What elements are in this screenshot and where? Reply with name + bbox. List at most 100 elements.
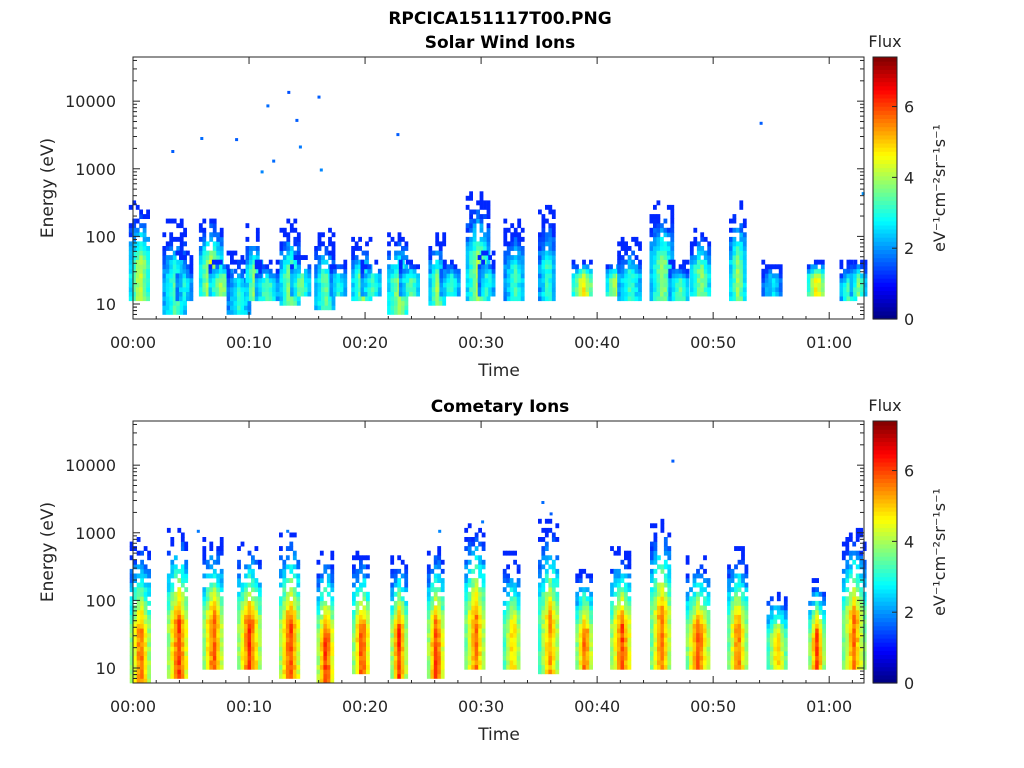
spectrogram-cell bbox=[215, 259, 220, 265]
spectrogram-cell bbox=[179, 268, 184, 274]
spectrogram-cell bbox=[474, 610, 479, 615]
spectrogram-cell bbox=[282, 619, 287, 624]
spectrogram-cell bbox=[279, 673, 283, 679]
spectrogram-cell bbox=[775, 282, 780, 288]
spectrogram-cell bbox=[179, 287, 183, 292]
spectrogram-cell bbox=[205, 632, 210, 638]
spectrogram-cell bbox=[166, 596, 171, 602]
spectrogram-cell bbox=[292, 651, 297, 656]
spectrogram-cell bbox=[538, 255, 542, 260]
spectrogram-cell bbox=[300, 282, 305, 288]
spectrogram-cell bbox=[699, 582, 704, 588]
spectrogram-cell bbox=[446, 264, 451, 270]
spectrogram-cell bbox=[135, 259, 140, 265]
spectrogram-cell bbox=[394, 264, 398, 270]
spectrogram-cell bbox=[544, 559, 549, 565]
spectrogram-cell bbox=[387, 268, 391, 274]
spectrogram-cell bbox=[254, 582, 259, 588]
spectrogram-cell bbox=[544, 614, 549, 620]
spectrogram-cell bbox=[734, 637, 738, 643]
spectrogram-cell bbox=[808, 664, 812, 670]
spectrogram-cell bbox=[215, 287, 220, 292]
spectrogram-cell bbox=[244, 564, 248, 570]
spectrogram-cell bbox=[627, 550, 632, 556]
spectrogram-cell bbox=[692, 660, 697, 666]
spectrogram-cell bbox=[696, 591, 700, 597]
spectrogram-cell bbox=[510, 232, 515, 238]
spectrogram-cell bbox=[541, 277, 546, 283]
spectrogram-cell bbox=[737, 641, 742, 647]
spectrogram-cell bbox=[541, 546, 546, 551]
spectrogram-cell bbox=[575, 623, 580, 629]
spectrogram-cell bbox=[650, 559, 654, 565]
spectrogram-cell bbox=[317, 232, 322, 238]
spectrogram-cell bbox=[404, 296, 409, 302]
spectrogram-cell bbox=[198, 227, 203, 233]
spectrogram-cell bbox=[330, 619, 335, 624]
spectrogram-cell bbox=[296, 591, 301, 597]
spectrogram-cell bbox=[293, 291, 298, 297]
spectrogram-cell bbox=[845, 660, 850, 666]
spectrogram-cell bbox=[405, 291, 410, 297]
spectrogram-cell bbox=[374, 291, 379, 297]
spectrogram-cell bbox=[314, 300, 318, 306]
spectrogram-cell bbox=[703, 268, 708, 274]
spectrogram-cell bbox=[218, 291, 223, 297]
spectrogram-cell bbox=[435, 300, 440, 306]
spectrogram-cell bbox=[237, 578, 241, 583]
spectrogram-cell bbox=[233, 250, 238, 256]
spectrogram-cell bbox=[245, 246, 250, 251]
spectrogram-cell bbox=[362, 632, 367, 638]
spectrogram-cell bbox=[541, 641, 546, 647]
spectrogram-cell bbox=[439, 287, 444, 292]
spectrogram-cell bbox=[317, 268, 322, 274]
spectrogram-cell bbox=[627, 646, 632, 652]
spectrogram-cell bbox=[393, 578, 398, 583]
spectrogram-cell bbox=[404, 632, 409, 638]
spectrogram-cell bbox=[209, 573, 214, 579]
spectrogram-cell bbox=[136, 646, 141, 652]
spectrogram-cell bbox=[177, 600, 182, 606]
spectrogram-cell bbox=[135, 255, 140, 260]
spectrogram-cell bbox=[212, 255, 217, 260]
spectrogram-cell bbox=[509, 619, 514, 624]
spectrogram-cell bbox=[692, 591, 697, 597]
spectrogram-cell bbox=[700, 268, 705, 274]
spectrogram-cell bbox=[839, 259, 844, 265]
spectrogram-cell bbox=[326, 664, 331, 670]
spectrogram-cell bbox=[169, 246, 174, 251]
spectrogram-cell bbox=[771, 264, 776, 270]
spectrogram-cell bbox=[292, 605, 297, 611]
spectrogram-cell bbox=[617, 660, 621, 666]
spectrogram-cell bbox=[398, 277, 403, 283]
spectrogram-cell bbox=[254, 596, 259, 602]
spectrogram-cell bbox=[741, 573, 745, 579]
spectrogram-cell bbox=[359, 568, 363, 574]
spectrogram-cell bbox=[456, 291, 461, 297]
spectrogram-cell bbox=[481, 591, 486, 597]
spectrogram-cell bbox=[202, 277, 207, 283]
spectrogram-cell bbox=[393, 582, 398, 588]
spectrogram-cell bbox=[476, 218, 480, 224]
spectrogram-cell bbox=[617, 241, 621, 247]
spectrogram-cell bbox=[578, 587, 583, 593]
spectrogram-cell bbox=[300, 273, 305, 279]
spectrogram-cell bbox=[319, 632, 324, 638]
spectrogram-cell bbox=[653, 223, 657, 229]
spectrogram-cell bbox=[860, 277, 864, 283]
spectrogram-cell bbox=[617, 623, 621, 629]
spectrogram-cell bbox=[390, 610, 395, 615]
spectrogram-cell bbox=[286, 218, 291, 224]
spectrogram-cell bbox=[544, 527, 549, 533]
spectrogram-cell bbox=[780, 651, 785, 656]
spectrogram-cell bbox=[853, 296, 858, 302]
spectrogram-cell bbox=[143, 628, 148, 634]
spectrogram-cell bbox=[696, 250, 701, 256]
spectrogram-cell bbox=[848, 573, 853, 579]
spectrogram-cell bbox=[469, 214, 473, 219]
spectrogram-cell bbox=[737, 628, 742, 634]
colorbar-segment bbox=[873, 282, 897, 287]
spectrogram-cell bbox=[513, 255, 518, 260]
spectrogram-cell bbox=[212, 651, 217, 656]
spectrogram-cell bbox=[682, 264, 686, 270]
